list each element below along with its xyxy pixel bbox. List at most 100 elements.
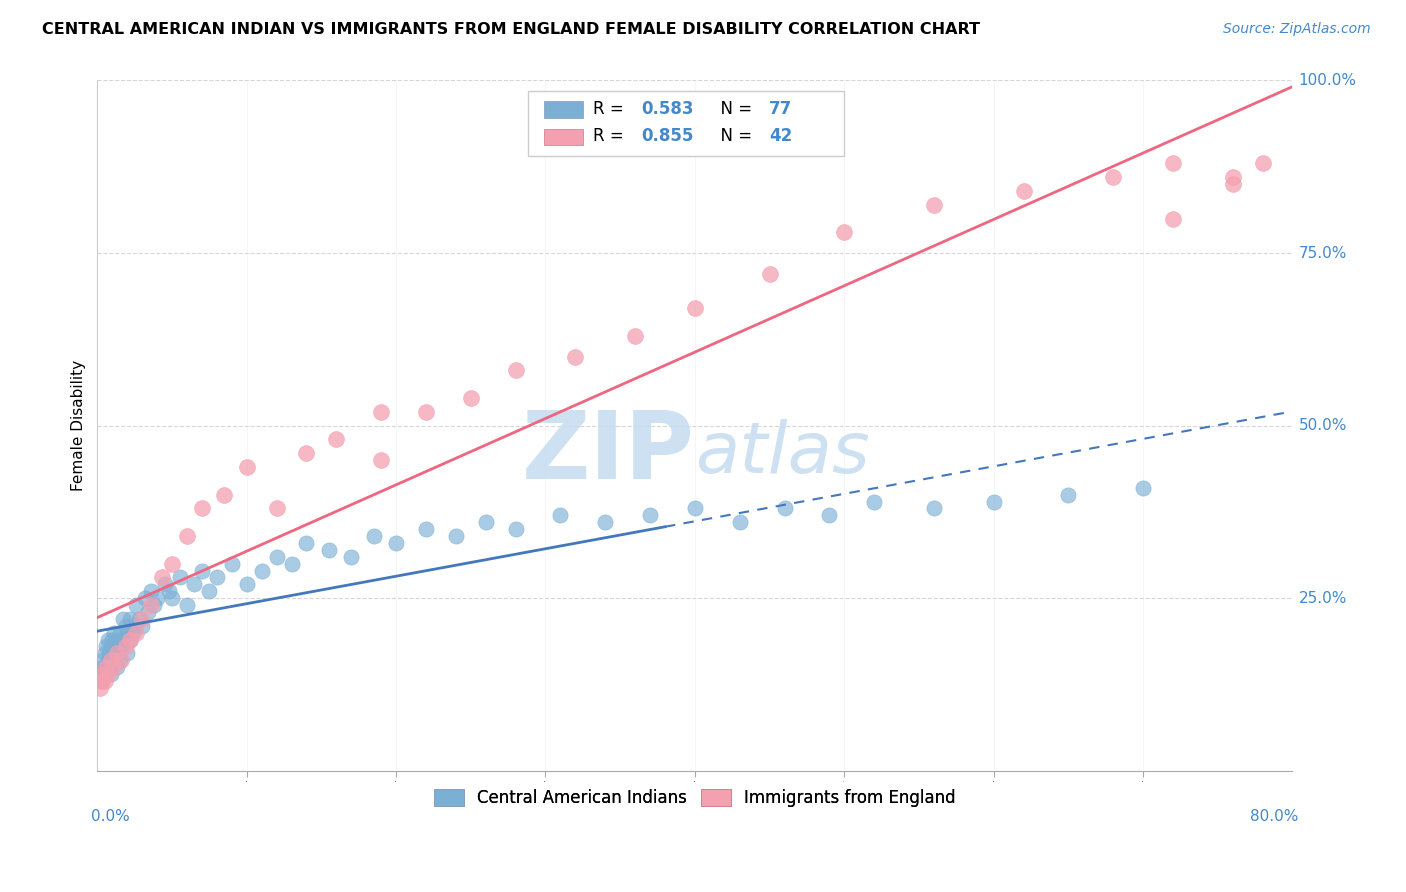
Point (91, 667, 114, 681)
Text: 50.0%: 50.0% (1298, 418, 1347, 434)
Text: 25.0%: 25.0% (1298, 591, 1347, 606)
Point (250, 564, 273, 578)
Point (94, 673, 117, 688)
FancyBboxPatch shape (544, 128, 582, 145)
Point (593, 515, 616, 529)
Point (340, 549, 363, 564)
Text: 42: 42 (769, 128, 792, 145)
Point (103, 660, 125, 674)
Text: atlas: atlas (695, 418, 869, 488)
Point (183, 577, 205, 591)
Point (728, 515, 751, 529)
Point (98, 646, 121, 660)
Point (128, 612, 150, 626)
Point (90, 673, 112, 688)
Text: N =: N = (710, 128, 758, 145)
Point (683, 301, 706, 316)
Point (176, 598, 198, 612)
Text: Source: ZipAtlas.com: Source: ZipAtlas.com (1223, 22, 1371, 37)
Point (550, 508, 572, 523)
Point (863, 494, 886, 508)
Y-axis label: Female Disability: Female Disability (72, 360, 86, 491)
Point (139, 584, 162, 599)
Point (266, 549, 288, 564)
Point (101, 632, 124, 647)
Point (100, 667, 122, 681)
Text: 0.583: 0.583 (641, 100, 693, 118)
Point (363, 529, 385, 543)
Point (91, 653, 114, 667)
Point (922, 501, 945, 516)
Point (460, 391, 482, 405)
Point (111, 612, 134, 626)
Text: ZIP: ZIP (522, 408, 695, 500)
Point (143, 598, 166, 612)
Point (266, 501, 288, 516)
Point (98, 660, 121, 674)
Point (1057, 488, 1080, 502)
Point (110, 640, 132, 654)
Point (131, 619, 153, 633)
Point (295, 536, 318, 550)
Point (115, 646, 138, 660)
Point (114, 640, 136, 654)
Point (1012, 184, 1035, 198)
Text: 80.0%: 80.0% (1250, 809, 1298, 823)
Point (120, 632, 142, 647)
Point (758, 267, 780, 281)
FancyBboxPatch shape (527, 91, 844, 156)
Point (100, 653, 122, 667)
Point (280, 557, 302, 571)
Point (120, 632, 142, 647)
Point (108, 625, 131, 640)
Point (564, 350, 586, 364)
Text: 75.0%: 75.0% (1298, 245, 1347, 260)
Point (638, 508, 661, 523)
Point (1251, 156, 1274, 170)
Point (169, 570, 191, 584)
Point (176, 529, 198, 543)
Point (922, 198, 945, 212)
Point (96, 660, 118, 674)
Point (198, 584, 221, 599)
Point (1161, 211, 1184, 226)
Point (160, 557, 183, 571)
Point (125, 625, 148, 640)
Point (94, 646, 117, 660)
Point (235, 460, 257, 475)
Point (325, 433, 347, 447)
Point (214, 488, 236, 502)
Legend: Central American Indians, Immigrants from England: Central American Indians, Immigrants fro… (427, 782, 962, 814)
Point (1161, 156, 1184, 170)
Point (120, 612, 142, 626)
Point (160, 591, 183, 606)
Point (683, 501, 706, 516)
Point (90, 673, 112, 688)
Point (124, 619, 146, 633)
Point (105, 632, 128, 647)
Point (505, 363, 527, 377)
Point (103, 646, 125, 660)
Point (153, 577, 176, 591)
Text: N =: N = (710, 100, 758, 118)
Text: CENTRAL AMERICAN INDIAN VS IMMIGRANTS FROM ENGLAND FEMALE DISABILITY CORRELATION: CENTRAL AMERICAN INDIAN VS IMMIGRANTS FR… (42, 22, 980, 37)
Point (318, 542, 340, 557)
Text: 0.0%: 0.0% (91, 809, 131, 823)
Point (103, 625, 125, 640)
Point (100, 640, 122, 654)
Point (221, 557, 243, 571)
Text: R =: R = (593, 128, 630, 145)
Point (136, 605, 159, 619)
Point (1102, 170, 1125, 185)
Point (91, 660, 114, 674)
Text: 0.855: 0.855 (641, 128, 693, 145)
Point (94, 667, 117, 681)
Point (101, 653, 124, 667)
Point (295, 446, 318, 460)
Point (89, 667, 111, 681)
Point (474, 515, 496, 529)
Point (157, 584, 180, 599)
Point (773, 501, 796, 516)
Point (108, 653, 131, 667)
Point (97, 667, 120, 681)
